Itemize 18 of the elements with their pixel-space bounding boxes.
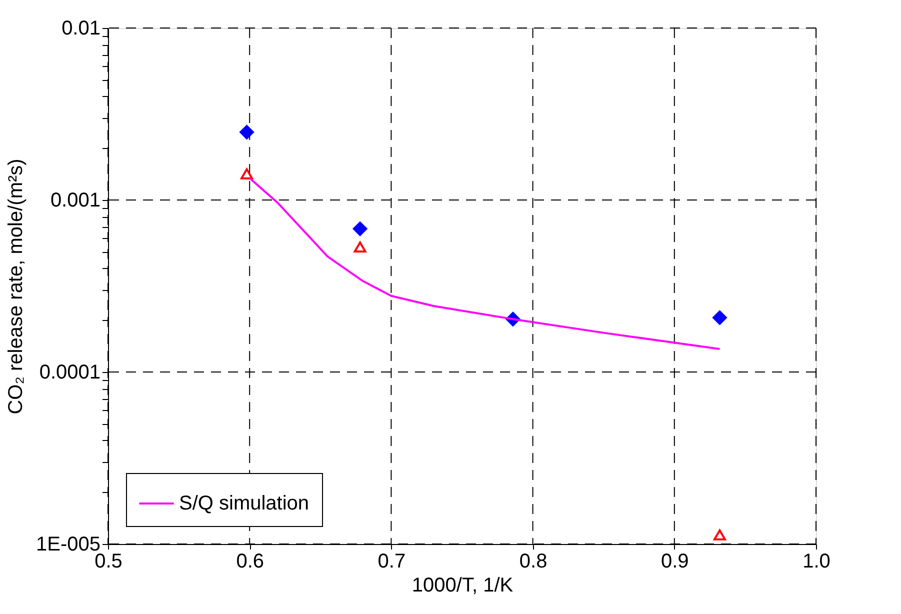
point xyxy=(239,124,254,140)
point xyxy=(240,168,254,180)
x-tick-label: 0.8 xyxy=(519,550,548,572)
point xyxy=(712,310,728,326)
x-tick-label: 1.0 xyxy=(802,550,830,572)
x-tick-label: 0.6 xyxy=(236,550,264,572)
x-tick-label: 0.7 xyxy=(378,550,406,572)
point xyxy=(713,529,726,540)
y-tick-label: 0.001 xyxy=(50,190,100,212)
point xyxy=(354,241,366,253)
y-axis-title: CO₂ release rate, mole/(m²s) xyxy=(5,158,28,414)
point xyxy=(352,221,368,236)
y-tick-label: 0.0001 xyxy=(39,362,100,384)
legend-label: S/Q simulation xyxy=(179,492,310,514)
x-tick-label: 0.5 xyxy=(94,550,122,572)
x-tick-label: 0.9 xyxy=(660,550,689,572)
x-axis-title: 1000/T, 1/K xyxy=(412,574,514,596)
y-tick-label: 0.01 xyxy=(62,18,100,40)
